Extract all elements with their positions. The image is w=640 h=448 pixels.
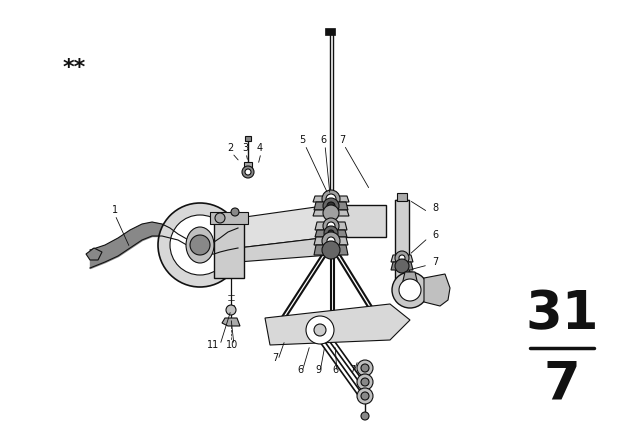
Polygon shape [238,237,330,262]
Circle shape [242,166,254,178]
Circle shape [361,392,369,400]
Circle shape [327,202,335,210]
Circle shape [327,237,335,245]
Circle shape [323,198,339,214]
Text: 6: 6 [297,365,303,375]
Circle shape [399,255,405,261]
Polygon shape [222,318,240,326]
Circle shape [328,230,334,236]
Bar [210,212,248,224]
Circle shape [324,226,338,240]
Circle shape [323,205,339,221]
Circle shape [395,251,409,265]
Polygon shape [391,262,413,270]
Text: 7: 7 [543,358,580,410]
Circle shape [190,235,210,255]
Polygon shape [391,255,413,262]
Text: 7: 7 [272,353,278,363]
Text: 10: 10 [226,340,238,350]
Polygon shape [402,272,418,285]
Polygon shape [314,245,348,255]
Text: 8: 8 [432,203,438,213]
Text: 31: 31 [525,288,599,340]
Bar [244,162,252,172]
Circle shape [322,190,340,208]
Polygon shape [314,237,348,245]
Bar [325,28,335,35]
Polygon shape [313,210,349,216]
Text: 11: 11 [207,340,219,350]
Text: 4: 4 [257,143,263,153]
Circle shape [392,272,428,308]
Circle shape [326,194,336,204]
Text: 6: 6 [320,135,326,145]
Circle shape [226,305,236,315]
Circle shape [357,374,373,390]
Bar [214,218,244,278]
Polygon shape [424,274,450,306]
Circle shape [314,324,326,336]
Circle shape [322,241,340,259]
Text: 9: 9 [315,365,321,375]
Bar [397,193,407,201]
Circle shape [322,232,340,250]
Circle shape [158,203,242,287]
Circle shape [361,412,369,420]
Circle shape [395,259,409,273]
Circle shape [231,208,239,216]
Circle shape [361,364,369,372]
Bar [245,136,251,141]
Circle shape [327,222,335,230]
Text: 7: 7 [432,257,438,267]
Bar [328,205,386,237]
Circle shape [361,378,369,386]
Text: 1: 1 [112,205,118,215]
Circle shape [357,360,373,376]
Text: 3: 3 [242,143,248,153]
Circle shape [306,316,334,344]
Polygon shape [86,248,102,260]
Circle shape [245,169,251,175]
Text: 7: 7 [349,365,355,375]
Polygon shape [315,222,347,230]
Ellipse shape [186,227,214,263]
Polygon shape [314,202,348,210]
Text: 6: 6 [332,365,338,375]
Polygon shape [313,196,349,202]
Circle shape [323,218,339,234]
Circle shape [399,279,421,301]
Polygon shape [238,205,330,248]
Text: 2: 2 [227,143,233,153]
Polygon shape [265,304,410,345]
Text: **: ** [62,58,86,78]
Bar [395,200,409,285]
Text: 6: 6 [432,230,438,240]
Text: 5: 5 [299,135,305,145]
Circle shape [170,215,230,275]
Circle shape [357,388,373,404]
Polygon shape [315,230,347,237]
Circle shape [215,213,225,223]
Text: 7: 7 [339,135,345,145]
